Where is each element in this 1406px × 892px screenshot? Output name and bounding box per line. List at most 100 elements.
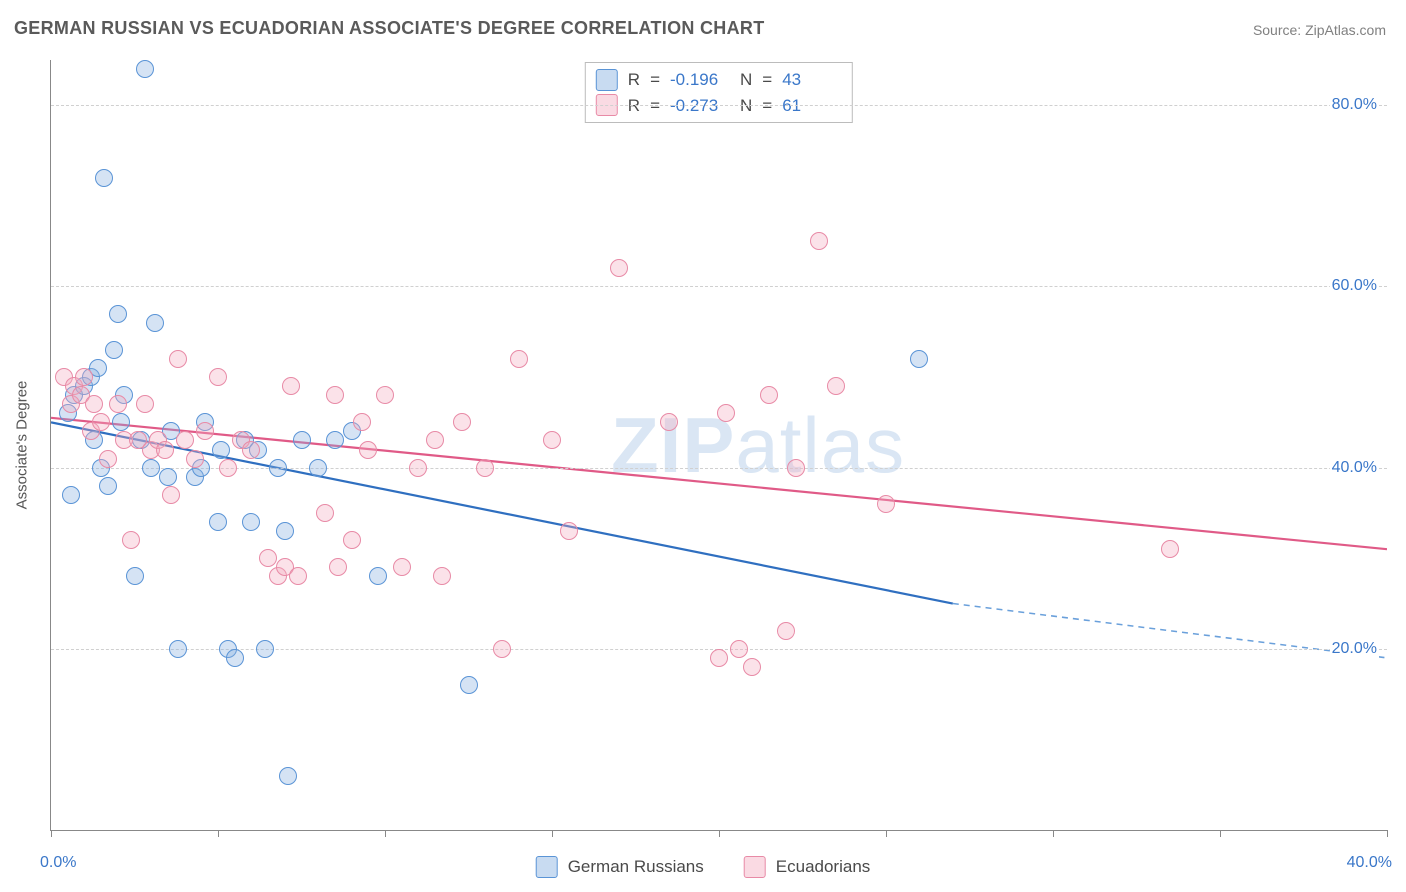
chart-title: GERMAN RUSSIAN VS ECUADORIAN ASSOCIATE'S…: [14, 18, 765, 39]
data-point-blue: [256, 640, 274, 658]
gridline: [51, 286, 1387, 287]
n-label: N: [740, 67, 752, 93]
data-point-pink: [186, 450, 204, 468]
watermark-rest: atlas: [735, 401, 905, 489]
gridline: [51, 105, 1387, 106]
data-point-pink: [92, 413, 110, 431]
data-point-pink: [660, 413, 678, 431]
data-point-pink: [493, 640, 511, 658]
data-point-blue: [369, 567, 387, 585]
data-point-pink: [156, 441, 174, 459]
data-point-pink: [282, 377, 300, 395]
r-label: R: [628, 67, 640, 93]
data-point-pink: [393, 558, 411, 576]
chart-container: GERMAN RUSSIAN VS ECUADORIAN ASSOCIATE'S…: [0, 0, 1406, 892]
data-point-pink: [543, 431, 561, 449]
data-point-blue: [460, 676, 478, 694]
data-point-blue: [126, 567, 144, 585]
data-point-pink: [877, 495, 895, 513]
data-point-pink: [209, 368, 227, 386]
data-point-pink: [426, 431, 444, 449]
data-point-blue: [109, 305, 127, 323]
x-axis-min-label: 0.0%: [40, 854, 76, 872]
watermark: ZIPatlas: [611, 400, 905, 491]
data-point-pink: [162, 486, 180, 504]
x-tick: [385, 830, 386, 837]
data-point-blue: [142, 459, 160, 477]
data-point-blue: [112, 413, 130, 431]
data-point-pink: [196, 422, 214, 440]
data-point-blue: [105, 341, 123, 359]
data-point-pink: [219, 459, 237, 477]
data-point-pink: [409, 459, 427, 477]
source-label: Source: ZipAtlas.com: [1253, 22, 1386, 38]
data-point-blue: [269, 459, 287, 477]
r-value-blue: -0.196: [670, 67, 730, 93]
legend-item-blue: German Russians: [536, 856, 704, 878]
data-point-pink: [743, 658, 761, 676]
eq-sign-2: =: [762, 67, 772, 93]
data-point-pink: [510, 350, 528, 368]
x-axis-max-label: 40.0%: [1347, 854, 1392, 872]
data-point-pink: [289, 567, 307, 585]
data-point-blue: [212, 441, 230, 459]
legend-label-blue: German Russians: [568, 857, 704, 877]
data-point-blue: [326, 431, 344, 449]
data-point-pink: [376, 386, 394, 404]
y-tick-label: 80.0%: [1330, 96, 1379, 114]
data-point-pink: [1161, 540, 1179, 558]
data-point-pink: [136, 395, 154, 413]
data-point-blue: [62, 486, 80, 504]
data-point-blue: [910, 350, 928, 368]
legend-item-pink: Ecuadorians: [744, 856, 871, 878]
data-point-pink: [259, 549, 277, 567]
data-point-pink: [359, 441, 377, 459]
data-point-blue: [209, 513, 227, 531]
stats-row-blue: R = -0.196 N = 43: [596, 67, 842, 93]
eq-sign: =: [650, 67, 660, 93]
data-point-blue: [159, 468, 177, 486]
y-tick-label: 60.0%: [1330, 277, 1379, 295]
data-point-pink: [710, 649, 728, 667]
data-point-pink: [353, 413, 371, 431]
data-point-pink: [610, 259, 628, 277]
data-point-pink: [176, 431, 194, 449]
y-tick-label: 40.0%: [1330, 459, 1379, 477]
data-point-pink: [326, 386, 344, 404]
x-tick: [51, 830, 52, 837]
gridline: [51, 468, 1387, 469]
data-point-pink: [810, 232, 828, 250]
plot-area: ZIPatlas R = -0.196 N = 43 R = -0.273: [50, 60, 1387, 831]
data-point-pink: [75, 368, 93, 386]
data-point-pink: [777, 622, 795, 640]
x-tick: [1053, 830, 1054, 837]
x-tick: [1387, 830, 1388, 837]
trend-line: [51, 422, 953, 603]
data-point-pink: [787, 459, 805, 477]
legend-swatch-blue: [536, 856, 558, 878]
data-point-blue: [99, 477, 117, 495]
x-tick: [552, 830, 553, 837]
y-tick-label: 20.0%: [1330, 640, 1379, 658]
n-value-blue: 43: [782, 67, 842, 93]
data-point-blue: [95, 169, 113, 187]
data-point-pink: [717, 404, 735, 422]
data-point-blue: [279, 767, 297, 785]
stats-legend: R = -0.196 N = 43 R = -0.273 N = 61: [585, 62, 853, 123]
legend-label-pink: Ecuadorians: [776, 857, 871, 877]
data-point-pink: [453, 413, 471, 431]
data-point-pink: [476, 459, 494, 477]
data-point-pink: [730, 640, 748, 658]
data-point-pink: [122, 531, 140, 549]
data-point-pink: [760, 386, 778, 404]
data-point-pink: [560, 522, 578, 540]
data-point-blue: [226, 649, 244, 667]
data-point-blue: [146, 314, 164, 332]
legend-swatch-pink: [744, 856, 766, 878]
bottom-legend: German Russians Ecuadorians: [536, 856, 871, 878]
data-point-blue: [242, 513, 260, 531]
data-point-pink: [99, 450, 117, 468]
x-tick: [719, 830, 720, 837]
data-point-blue: [276, 522, 294, 540]
data-point-pink: [242, 441, 260, 459]
